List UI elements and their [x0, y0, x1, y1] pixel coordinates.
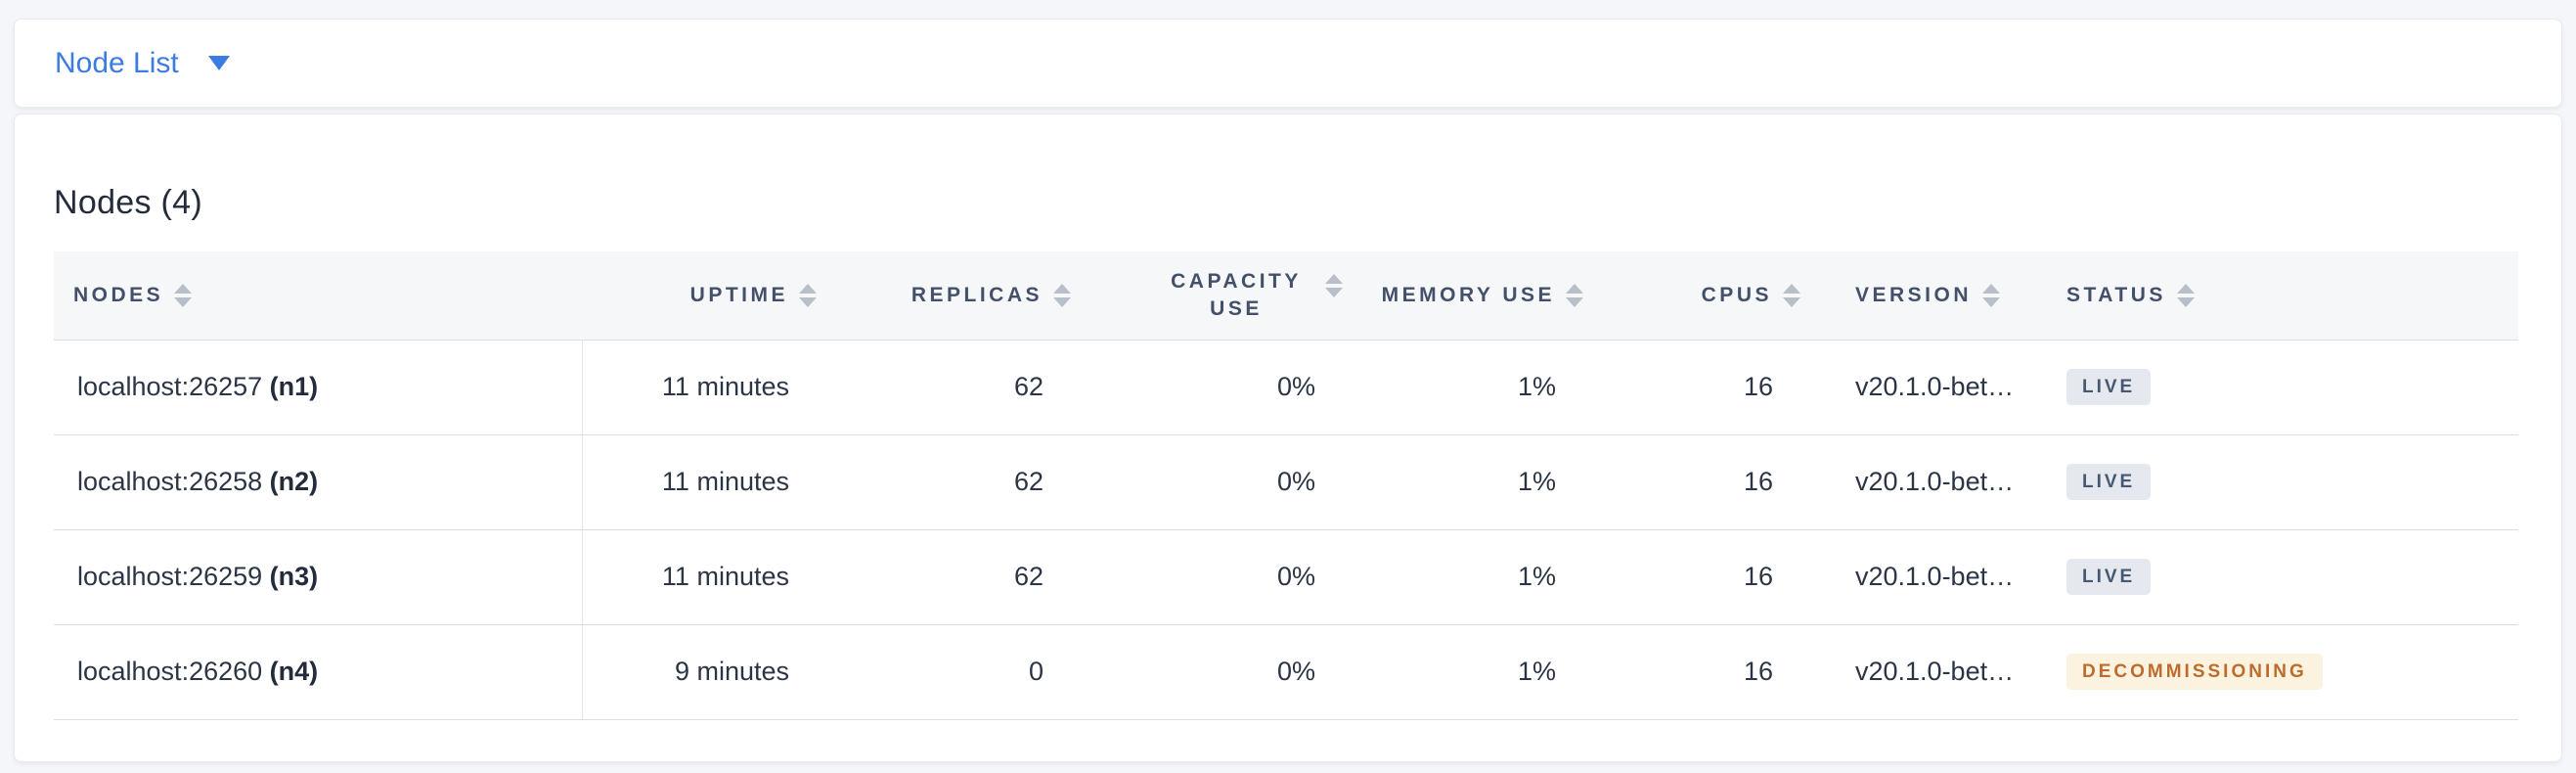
node-id: (n1) [269, 372, 319, 401]
column-label: NODES [73, 283, 164, 306]
cell-memory-use: 1% [1351, 434, 1591, 530]
node-address: localhost:26259 [77, 562, 270, 591]
cell-cpus: 16 [1591, 624, 1808, 720]
table-row: localhost:26260 (n4) 9 minutes 0 0% 1% 16 v20.… [54, 624, 2518, 720]
node-id: (n3) [269, 562, 319, 591]
table-row: localhost:26259 (n3) 11 minutes 62 0% 1% 16 v2… [54, 529, 2518, 625]
status-badge: LIVE [2066, 559, 2152, 595]
table-body: localhost:26257 (n1) 11 minutes 62 0% 1% 16 v2… [54, 340, 2518, 720]
cell-cpus: 16 [1591, 529, 1808, 625]
table-header-row: NODES UPTIME REPLICAS CAPACITY USE MEMORY US… [54, 251, 2518, 341]
status-badge: LIVE [2066, 464, 2152, 500]
cell-capacity-use: 0% [1079, 529, 1351, 625]
cell-status: DECOMMISSIONING [2029, 624, 2518, 720]
cell-cpus: 16 [1591, 340, 1808, 435]
column-header-replicas[interactable]: REPLICAS [824, 251, 1079, 341]
cell-memory-use: 1% [1351, 529, 1591, 625]
nodes-table: NODES UPTIME REPLICAS CAPACITY USE MEMORY US… [54, 251, 2518, 720]
cell-memory-use: 1% [1351, 340, 1591, 435]
sort-icon [1783, 283, 1800, 307]
cell-replicas: 0 [824, 624, 1079, 720]
column-header-uptime[interactable]: UPTIME [582, 251, 824, 341]
status-badge: DECOMMISSIONING [2066, 654, 2323, 690]
column-label: STATUS [2066, 283, 2166, 306]
column-header-capacity-use[interactable]: CAPACITY USE [1079, 251, 1351, 341]
node-address: localhost:26257 [77, 372, 270, 401]
table-header: NODES UPTIME REPLICAS CAPACITY USE MEMORY US… [54, 251, 2518, 341]
cell-replicas: 62 [824, 434, 1079, 530]
cell-capacity-use: 0% [1079, 434, 1351, 530]
view-selector-bar: Node List [14, 19, 2562, 108]
cell-nodes: localhost:26260 (n4) [54, 624, 583, 720]
cell-uptime: 9 minutes [582, 624, 824, 720]
page-title: Nodes (4) [54, 184, 202, 221]
column-label: CPUS [1701, 283, 1772, 306]
cell-version: v20.1.0-bet… [1808, 340, 2029, 435]
column-label: CAPACITY USE [1171, 269, 1302, 320]
sort-icon [1566, 283, 1583, 307]
cell-capacity-use: 0% [1079, 340, 1351, 435]
cell-capacity-use: 0% [1079, 624, 1351, 720]
cell-nodes: localhost:26257 (n1) [54, 340, 583, 435]
sort-icon [2176, 283, 2195, 307]
node-id: (n2) [269, 467, 319, 496]
cell-nodes: localhost:26258 (n2) [54, 434, 583, 530]
sort-icon [174, 283, 193, 307]
column-header-cpus[interactable]: CPUS [1591, 251, 1808, 341]
cell-uptime: 11 minutes [582, 340, 824, 435]
cell-memory-use: 1% [1351, 624, 1591, 720]
sort-icon [1325, 273, 1343, 297]
column-header-memory-use[interactable]: MEMORY USE [1351, 251, 1591, 341]
cell-uptime: 11 minutes [582, 529, 824, 625]
node-address: localhost:26260 [77, 657, 270, 686]
cell-uptime: 11 minutes [582, 434, 824, 530]
sort-icon [799, 283, 817, 307]
chevron-down-icon [207, 56, 230, 70]
sort-icon [1982, 283, 2001, 307]
column-label: REPLICAS [910, 283, 1043, 306]
cell-nodes: localhost:26259 (n3) [54, 529, 583, 625]
cell-replicas: 62 [824, 529, 1079, 625]
cell-status: LIVE [2029, 340, 2518, 435]
cell-cpus: 16 [1591, 434, 1808, 530]
cell-version: v20.1.0-bet… [1808, 624, 2029, 720]
column-label: VERSION [1855, 283, 1973, 306]
node-id: (n4) [269, 657, 319, 686]
column-label: MEMORY USE [1381, 283, 1555, 306]
status-badge: LIVE [2066, 369, 2152, 405]
cell-version: v20.1.0-bet… [1808, 529, 2029, 625]
nodes-card: Nodes (4) NODES UPTIME REPLICAS CAPACITY US… [14, 114, 2562, 762]
cell-version: v20.1.0-bet… [1808, 434, 2029, 530]
column-header-nodes[interactable]: NODES [54, 251, 582, 341]
cell-status: LIVE [2029, 434, 2518, 530]
view-selector-label: Node List [55, 46, 179, 79]
cell-status: LIVE [2029, 529, 2518, 625]
column-header-status[interactable]: STATUS [2029, 251, 2518, 341]
column-header-version[interactable]: VERSION [1808, 251, 2029, 341]
cell-replicas: 62 [824, 340, 1079, 435]
table-row: localhost:26258 (n2) 11 minutes 62 0% 1% 16 v2… [54, 434, 2518, 530]
view-selector-dropdown[interactable]: Node List [55, 47, 230, 80]
node-address: localhost:26258 [77, 467, 270, 496]
column-label: UPTIME [689, 283, 788, 306]
table-row: localhost:26257 (n1) 11 minutes 62 0% 1% 16 v2… [54, 340, 2518, 435]
sort-icon [1053, 283, 1071, 307]
